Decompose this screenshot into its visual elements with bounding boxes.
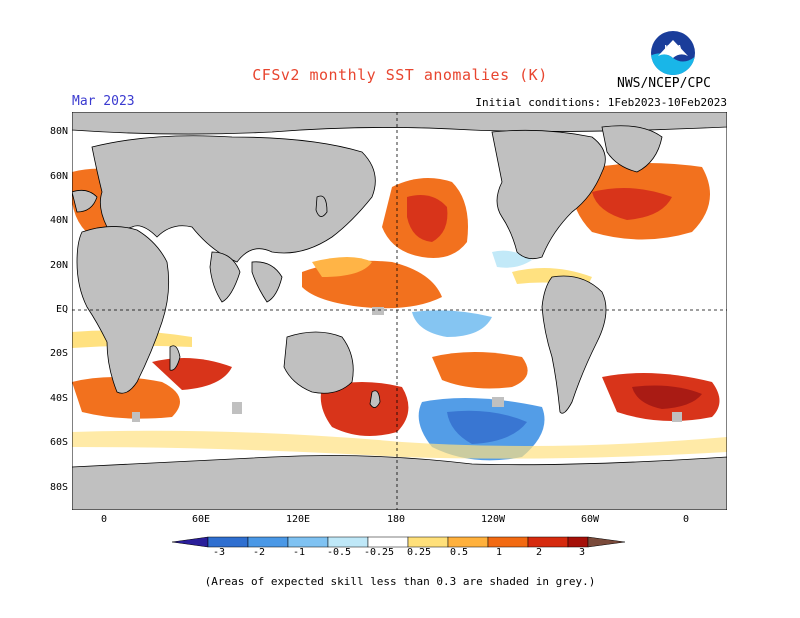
- lat-label: EQ: [55, 304, 68, 315]
- lat-label: 60N: [49, 171, 68, 182]
- lon-label: 60E: [191, 514, 211, 525]
- lat-label: 80S: [49, 482, 68, 493]
- colorbar-segment: [407, 536, 449, 548]
- colorbar-label: 1: [495, 547, 503, 558]
- colorbar-label: 3: [578, 547, 586, 558]
- colorbar-segment: [287, 536, 329, 548]
- noaa-logo: NOAA: [651, 31, 695, 75]
- initial-conditions: Initial conditions: 1Feb2023-10Feb2023: [475, 96, 727, 109]
- colorbar: [171, 536, 626, 548]
- lon-label: 120E: [285, 514, 311, 525]
- colorbar-label: -3: [212, 547, 226, 558]
- svg-text:NOAA: NOAA: [665, 44, 683, 52]
- colorbar-segment: [447, 536, 489, 548]
- colorbar-segment: [527, 536, 569, 548]
- lon-label: 0: [100, 514, 108, 525]
- colorbar-label: -1: [292, 547, 306, 558]
- lat-label: 80N: [49, 126, 68, 137]
- colorbar-label: 0.25: [406, 547, 432, 558]
- forecast-month: Mar 2023: [72, 94, 135, 109]
- colorbar-segment: [247, 536, 289, 548]
- colorbar-segment: [327, 536, 369, 548]
- lat-label: 20S: [49, 348, 68, 359]
- lon-label: 0: [682, 514, 690, 525]
- sst-anomaly-map: [72, 112, 727, 510]
- skill-note: (Areas of expected skill less than 0.3 a…: [204, 575, 596, 588]
- anomaly-field: [72, 163, 727, 461]
- colorbar-label: 0.5: [449, 547, 469, 558]
- colorbar-segment: [207, 536, 249, 548]
- colorbar-segment: [567, 536, 589, 548]
- lat-label: 20N: [49, 260, 68, 271]
- colorbar-label: -0.25: [363, 547, 395, 558]
- lon-label: 60W: [580, 514, 600, 525]
- colorbar-segment: [367, 536, 409, 548]
- lat-label: 40N: [49, 215, 68, 226]
- lat-label: 40S: [49, 393, 68, 404]
- chart-title: CFSv2 monthly SST anomalies (K): [252, 66, 548, 84]
- colorbar-label: 2: [535, 547, 543, 558]
- colorbar-segment: [587, 536, 626, 548]
- colorbar-label: -0.5: [326, 547, 352, 558]
- lon-label: 180: [386, 514, 406, 525]
- lat-label: 60S: [49, 437, 68, 448]
- colorbar-segment: [487, 536, 529, 548]
- lon-label: 120W: [480, 514, 506, 525]
- organization-label: NWS/NCEP/CPC: [617, 76, 711, 91]
- land-masses: [72, 112, 727, 510]
- low-skill-shading: [132, 307, 682, 422]
- colorbar-segment: [171, 536, 209, 548]
- colorbar-label: -2: [252, 547, 266, 558]
